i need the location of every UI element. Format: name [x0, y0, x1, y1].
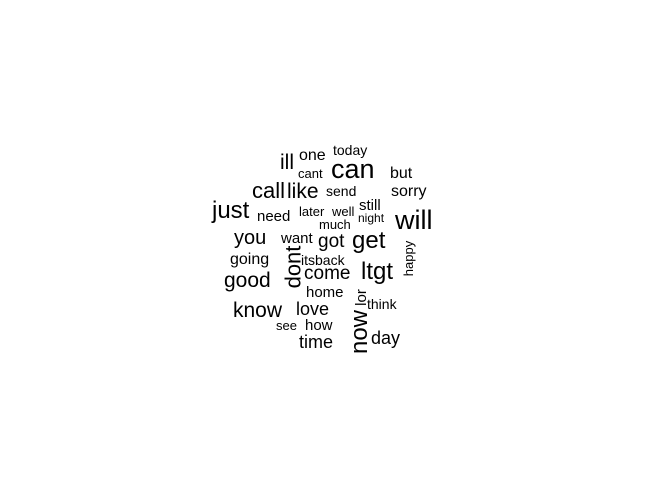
- word-you: you: [234, 227, 267, 249]
- word-well: well: [332, 204, 355, 219]
- word-ill: ill: [280, 151, 294, 174]
- word-need: need: [257, 208, 291, 225]
- word-like: like: [287, 180, 319, 203]
- word-send: send: [326, 183, 357, 199]
- word-now: now: [346, 309, 374, 355]
- word-will: will: [395, 205, 433, 235]
- word-love: love: [296, 299, 330, 319]
- word-know: know: [233, 299, 283, 322]
- word-happy: happy: [401, 240, 417, 277]
- word-come: come: [304, 263, 351, 284]
- word-but: but: [390, 165, 413, 182]
- word-home: home: [306, 284, 344, 301]
- word-think: think: [367, 296, 397, 312]
- word-sorry: sorry: [391, 183, 427, 200]
- word-good: good: [224, 269, 271, 292]
- word-today: today: [333, 142, 368, 158]
- word-day: day: [371, 328, 401, 348]
- word-see: see: [276, 318, 297, 333]
- word-going: going: [230, 251, 270, 268]
- word-get: get: [352, 227, 386, 254]
- word-night: night: [358, 211, 385, 225]
- word-ltgt: ltgt: [361, 258, 394, 285]
- word-one: one: [299, 147, 326, 164]
- word-just: just: [212, 197, 250, 224]
- word-can: can: [331, 154, 375, 184]
- word-time: time: [299, 332, 334, 352]
- word-want: want: [281, 230, 313, 247]
- word-still: still: [359, 197, 381, 214]
- word-itsback: itsback: [301, 252, 345, 268]
- word-call: call: [252, 178, 286, 203]
- word-later: later: [299, 204, 325, 219]
- word-how: how: [305, 317, 333, 334]
- word-much: much: [319, 217, 351, 232]
- word-got: got: [318, 231, 345, 252]
- word-cant: cant: [298, 166, 323, 181]
